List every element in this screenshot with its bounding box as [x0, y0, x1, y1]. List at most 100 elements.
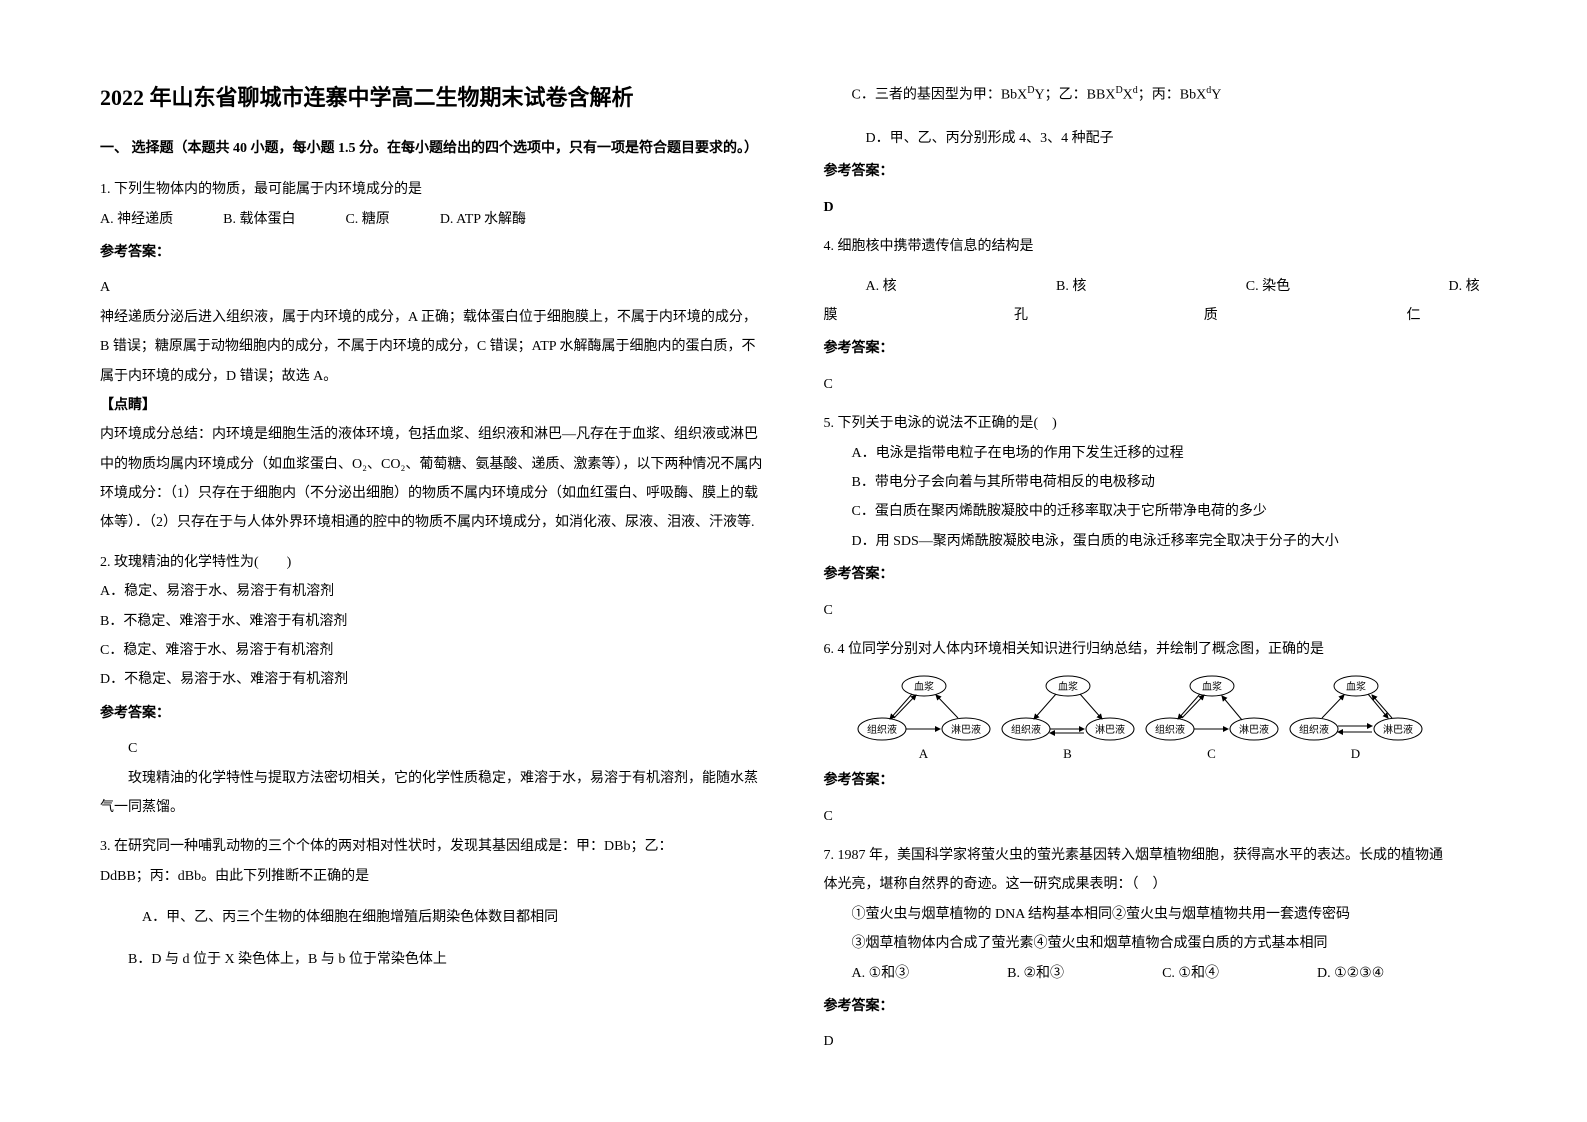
- question-3-cont: C．三者的基因型为甲：BbXDY；乙：BBXDXd；丙：BbXdY D．甲、乙、…: [824, 80, 1488, 222]
- q7-line1: ①萤火虫与烟草植物的 DNA 结构基本相同②萤火虫与烟草植物共用一套遗传密码: [824, 900, 1488, 929]
- q2-answer: C: [100, 734, 764, 763]
- question-7: 7. 1987 年，美国科学家将萤火虫的萤光素基因转入烟草植物细胞，获得高水平的…: [824, 841, 1488, 1057]
- svg-text:组织液: 组织液: [1155, 723, 1185, 736]
- q6-diagrams: 血浆 组织液 淋巴液 A 血浆: [824, 674, 1488, 762]
- diagram-D-svg: 血浆 组织液 淋巴液: [1286, 674, 1426, 744]
- q2-answer-label: 参考答案：: [100, 699, 764, 728]
- q2-optB: B．不稳定、难溶于水、难溶于有机溶剂: [100, 607, 764, 636]
- svg-text:淋巴液: 淋巴液: [1095, 723, 1125, 736]
- q7-stem1: 7. 1987 年，美国科学家将萤火虫的萤光素基因转入烟草植物细胞，获得高水平的…: [824, 841, 1488, 870]
- q7-answer-label: 参考答案：: [824, 992, 1488, 1021]
- q1-optB: B. 载体蛋白: [223, 205, 295, 234]
- svg-text:血浆: 血浆: [1058, 680, 1078, 693]
- q3-stem1: 3. 在研究同一种哺乳动物的三个个体的两对相对性状时，发现其基因组成是：甲：DB…: [100, 832, 764, 861]
- q7-stem2: 体光亮，堪称自然界的奇迹。这一研究成果表明：（ ）: [824, 870, 1488, 899]
- q6-diagram-C: 血浆 组织液 淋巴液 C: [1142, 674, 1282, 762]
- q4-optB: B. 核孔: [1014, 272, 1094, 331]
- q3-optC-mid3: ；丙：BbX: [1138, 88, 1206, 103]
- sup-D2: D: [1115, 85, 1122, 96]
- q7-optC: C. ①和④: [1134, 959, 1219, 988]
- q3-optC-mid1: Y；乙：BBX: [1035, 88, 1116, 103]
- q3-optD: D．甲、乙、丙分别形成 4、3、4 种配子: [824, 124, 1488, 153]
- question-2: 2. 玫瑰精油的化学特性为( ) A．稳定、易溶于水、易溶于有机溶剂 B．不稳定…: [100, 548, 764, 823]
- q3-optC: C．三者的基因型为甲：BbXDY；乙：BBXDXd；丙：BbXdY: [824, 80, 1488, 110]
- q3-optC-mid2: X: [1123, 88, 1133, 103]
- svg-text:淋巴液: 淋巴液: [1239, 723, 1269, 736]
- q3-optB: B．D 与 d 位于 X 染色体上，B 与 b 位于常染色体上: [100, 945, 764, 974]
- q7-answer: D: [824, 1027, 1488, 1056]
- left-column: 2022 年山东省聊城市连寨中学高二生物期末试卷含解析 一、 选择题（本题共 4…: [100, 80, 764, 1082]
- q6-diagram-B: 血浆 组织液 淋巴液 B: [998, 674, 1138, 762]
- question-4: 4. 细胞核中携带遗传信息的结构是 A. 核膜 B. 核孔 C. 染色质 D. …: [824, 232, 1488, 399]
- q4-options: A. 核膜 B. 核孔 C. 染色质 D. 核仁: [824, 272, 1488, 331]
- q1-optA: A. 神经递质: [100, 205, 173, 234]
- diagram-A-svg: 血浆 组织液 淋巴液: [854, 674, 994, 744]
- svg-text:血浆: 血浆: [1346, 680, 1366, 693]
- q2-optC: C．稳定、难溶于水、易溶于有机溶剂: [100, 636, 764, 665]
- q1-optC: C. 糖原: [345, 205, 389, 234]
- svg-text:组织液: 组织液: [867, 723, 897, 736]
- q1-options: A. 神经递质 B. 载体蛋白 C. 糖原 D. ATP 水解酶: [100, 205, 764, 234]
- q6-answer: C: [824, 802, 1488, 831]
- q4-stem: 4. 细胞核中携带遗传信息的结构是: [824, 232, 1488, 261]
- q5-stem: 5. 下列关于电泳的说法不正确的是( ): [824, 409, 1488, 438]
- q4-optA: A. 核膜: [824, 272, 905, 331]
- question-6: 6. 4 位同学分别对人体内环境相关知识进行归纳总结，并绘制了概念图，正确的是 …: [824, 635, 1488, 831]
- q4-answer-label: 参考答案：: [824, 334, 1488, 363]
- q3-optC-suffix: Y: [1211, 88, 1221, 103]
- diagram-D-label: D: [1351, 746, 1360, 762]
- diagram-C-label: C: [1207, 746, 1216, 762]
- q1-stem: 1. 下列生物体内的物质，最可能属于内环境成分的是: [100, 175, 764, 204]
- q1-optD: D. ATP 水解酶: [440, 205, 526, 234]
- q3-stem2: DdBB；丙：dBb。由此下列推断不正确的是: [100, 862, 764, 891]
- q7-line2: ③烟草植物体内合成了萤光素④萤火虫和烟草植物合成蛋白质的方式基本相同: [824, 929, 1488, 958]
- svg-text:组织液: 组织液: [1299, 723, 1329, 736]
- q5-answer: C: [824, 596, 1488, 625]
- q6-diagram-A: 血浆 组织液 淋巴液 A: [854, 674, 994, 762]
- q1-answer: A: [100, 273, 764, 302]
- question-5: 5. 下列关于电泳的说法不正确的是( ) A．电泳是指带电粒子在电场的作用下发生…: [824, 409, 1488, 625]
- page-title: 2022 年山东省聊城市连寨中学高二生物期末试卷含解析: [100, 80, 764, 112]
- q6-answer-label: 参考答案：: [824, 766, 1488, 795]
- q7-optA: A. ①和③: [824, 959, 910, 988]
- sup-D1: D: [1027, 85, 1034, 96]
- q1-point-label: 【点睛】: [100, 391, 764, 420]
- q3-answer: D: [824, 193, 1488, 222]
- svg-text:组织液: 组织液: [1011, 723, 1041, 736]
- diagram-B-svg: 血浆 组织液 淋巴液: [998, 674, 1138, 744]
- q1-answer-label: 参考答案：: [100, 238, 764, 267]
- section-intro: 一、 选择题（本题共 40 小题，每小题 1.5 分。在每小题给出的四个选项中，…: [100, 136, 764, 161]
- q1-point: 内环境成分总结：内环境是细胞生活的液体环境，包括血浆、组织液和淋巴—凡存在于血浆…: [100, 420, 764, 538]
- q4-optC: C. 染色质: [1204, 272, 1297, 331]
- q5-optD: D．用 SDS—聚丙烯酰胺凝胶电泳，蛋白质的电泳迁移率完全取决于分子的大小: [824, 527, 1488, 556]
- q7-optB: B. ②和③: [979, 959, 1064, 988]
- svg-text:血浆: 血浆: [1202, 680, 1222, 693]
- q4-optD: D. 核仁: [1407, 272, 1488, 331]
- question-1: 1. 下列生物体内的物质，最可能属于内环境成分的是 A. 神经递质 B. 载体蛋…: [100, 175, 764, 538]
- svg-text:淋巴液: 淋巴液: [951, 723, 981, 736]
- q2-optA: A．稳定、易溶于水、易溶于有机溶剂: [100, 577, 764, 606]
- q5-optB: B．带电分子会向着与其所带电荷相反的电极移动: [824, 468, 1488, 497]
- q7-options: A. ①和③ B. ②和③ C. ①和④ D. ①②③④: [824, 959, 1488, 988]
- q3-optC-prefix: C．三者的基因型为甲：BbX: [852, 88, 1028, 103]
- q5-answer-label: 参考答案：: [824, 560, 1488, 589]
- q6-diagram-D: 血浆 组织液 淋巴液 D: [1286, 674, 1426, 762]
- q2-stem: 2. 玫瑰精油的化学特性为( ): [100, 548, 764, 577]
- q2-optD: D．不稳定、易溶于水、难溶于有机溶剂: [100, 665, 764, 694]
- q6-stem: 6. 4 位同学分别对人体内环境相关知识进行归纳总结，并绘制了概念图，正确的是: [824, 635, 1488, 664]
- q1-explanation: 神经递质分泌后进入组织液，属于内环境的成分，A 正确；载体蛋白位于细胞膜上，不属…: [100, 303, 764, 391]
- svg-text:血浆: 血浆: [914, 680, 934, 693]
- q5-optA: A．电泳是指带电粒子在电场的作用下发生迁移的过程: [824, 439, 1488, 468]
- svg-text:淋巴液: 淋巴液: [1383, 723, 1413, 736]
- q3-answer-label: 参考答案：: [824, 157, 1488, 186]
- q3-optA: A．甲、乙、丙三个生物的体细胞在细胞增殖后期染色体数目都相同: [100, 903, 764, 932]
- question-3: 3. 在研究同一种哺乳动物的三个个体的两对相对性状时，发现其基因组成是：甲：DB…: [100, 832, 764, 974]
- q7-optD: D. ①②③④: [1289, 959, 1384, 988]
- right-column: C．三者的基因型为甲：BbXDY；乙：BBXDXd；丙：BbXdY D．甲、乙、…: [824, 80, 1488, 1082]
- diagram-A-label: A: [919, 746, 928, 762]
- diagram-C-svg: 血浆 组织液 淋巴液: [1142, 674, 1282, 744]
- diagram-B-label: B: [1063, 746, 1072, 762]
- q2-explanation: 玫瑰精油的化学特性与提取方法密切相关，它的化学性质稳定，难溶于水，易溶于有机溶剂…: [100, 764, 764, 823]
- q5-optC: C．蛋白质在聚丙烯酰胺凝胶中的迁移率取决于它所带净电荷的多少: [824, 497, 1488, 526]
- q4-answer: C: [824, 370, 1488, 399]
